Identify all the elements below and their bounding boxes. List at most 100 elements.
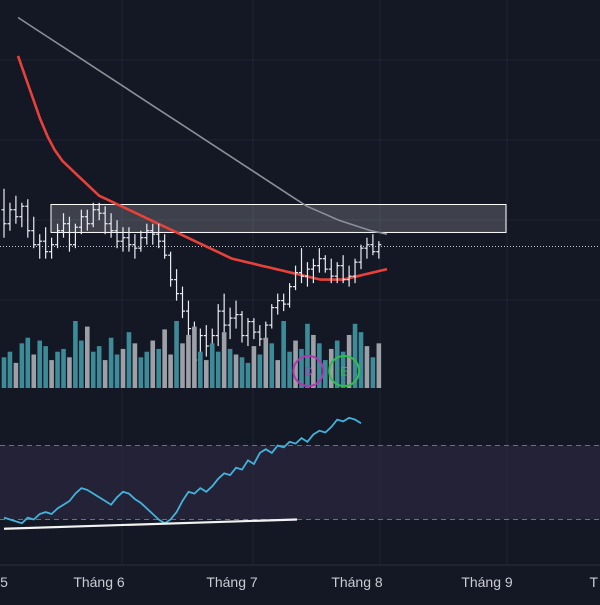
ohlc-bar-15 xyxy=(90,202,96,228)
ohlc-bar-17 xyxy=(102,206,108,235)
event-marker-circle-1 xyxy=(328,355,361,387)
volume-bar-50 xyxy=(299,348,304,388)
volume-bar-42 xyxy=(251,346,257,388)
ohlc-bar-52 xyxy=(310,258,316,284)
ohlc-bar-7 xyxy=(43,227,49,259)
event-marker-label-1: E xyxy=(340,365,348,379)
volume-bar-47 xyxy=(281,321,286,388)
ohlc-bar-50 xyxy=(299,248,304,284)
volume-bar-27 xyxy=(162,329,167,388)
volume-bar-10 xyxy=(61,348,66,388)
ohlc-bar-14 xyxy=(84,209,90,231)
volume-bar-48 xyxy=(287,351,292,388)
volume-bar-58 xyxy=(346,334,352,388)
ohlc-bar-16 xyxy=(96,202,102,221)
ohlc-bar-1 xyxy=(7,202,13,231)
volume-bar-22 xyxy=(132,343,138,388)
volume-bar-37 xyxy=(221,332,227,388)
volume-bar-45 xyxy=(269,343,275,388)
volume-bar-63 xyxy=(376,343,382,388)
volume-bar-3 xyxy=(19,343,25,388)
ohlc-bar-19 xyxy=(114,220,120,249)
volume-bar-46 xyxy=(275,360,280,388)
ohlc-bar-31 xyxy=(185,300,191,340)
volume-bar-15 xyxy=(90,351,96,388)
ohlc-bar-34 xyxy=(203,325,209,357)
volume-bar-33 xyxy=(198,351,203,388)
ohlc-bar-43 xyxy=(257,325,263,347)
ohlc-bar-23 xyxy=(138,230,144,252)
volume-bar-13 xyxy=(79,340,84,388)
ohlc-bar-9 xyxy=(55,223,61,249)
x-tick-label-0: 5 xyxy=(0,574,8,590)
event-marker-label-0: D xyxy=(304,365,313,379)
volume-bar-6 xyxy=(37,340,42,388)
event-marker-circle-0 xyxy=(292,355,325,387)
volume-bar-12 xyxy=(73,321,78,388)
volume-bar-29 xyxy=(174,321,179,388)
ohlc-bar-21 xyxy=(126,227,132,252)
ohlc-bar-54 xyxy=(322,255,328,273)
ohlc-bar-60 xyxy=(358,244,364,270)
volume-bar-30 xyxy=(180,343,185,388)
volume-bar-34 xyxy=(204,360,209,388)
volume-bar-11 xyxy=(67,357,72,388)
ohlc-bar-12 xyxy=(72,223,78,249)
volume-bar-17 xyxy=(102,360,108,388)
rsi-line xyxy=(3,416,362,525)
ohlc-bar-48 xyxy=(287,283,293,308)
volume-bar-52 xyxy=(311,334,316,388)
ohlc-bar-62 xyxy=(370,234,376,256)
ohlc-bar-4 xyxy=(25,199,31,238)
ohlc-bar-42 xyxy=(251,318,257,340)
ohlc-bar-53 xyxy=(316,248,322,273)
volume-bar-7 xyxy=(43,346,48,388)
ohlc-bar-20 xyxy=(120,227,126,252)
x-tick-label-3: Tháng 8 xyxy=(331,574,383,590)
volume-bar-26 xyxy=(156,348,161,388)
ohlc-bar-36 xyxy=(215,304,221,347)
price-panel xyxy=(0,16,600,368)
volume-bar-14 xyxy=(85,326,90,388)
volume-bar-56 xyxy=(334,340,340,388)
volume-bar-54 xyxy=(323,360,328,388)
volume-bar-62 xyxy=(370,357,376,388)
volume-bar-8 xyxy=(49,360,54,388)
volume-bar-4 xyxy=(25,337,31,388)
volume-bar-57 xyxy=(340,351,346,388)
ohlc-bar-45 xyxy=(269,304,275,329)
volume-bar-53 xyxy=(317,343,322,388)
ohlc-bar-11 xyxy=(66,216,72,252)
ohlc-bar-30 xyxy=(180,286,185,319)
volume-bar-41 xyxy=(245,362,251,388)
volume-bar-9 xyxy=(55,351,60,388)
x-tick-label-4: Tháng 9 xyxy=(461,574,513,590)
ohlc-bar-13 xyxy=(78,209,84,235)
ohlc-bar-2 xyxy=(13,195,19,224)
volume-bar-1 xyxy=(7,351,13,388)
volume-bar-16 xyxy=(96,346,102,388)
x-tick-label-1: Tháng 6 xyxy=(73,574,125,590)
x-tick-label-2: Tháng 7 xyxy=(206,574,258,590)
ohlc-bar-22 xyxy=(132,234,138,259)
volume-bar-23 xyxy=(138,357,144,388)
x-tick-label-5: T xyxy=(589,574,598,590)
volume-bar-5 xyxy=(31,354,37,388)
ohlc-bar-37 xyxy=(221,293,227,333)
volume-bar-36 xyxy=(215,351,221,388)
volume-bar-31 xyxy=(186,334,191,388)
ohlc-bar-56 xyxy=(334,262,340,284)
ma-fast-line xyxy=(16,55,388,281)
volume-bar-43 xyxy=(257,354,263,388)
volume-bar-32 xyxy=(192,326,197,388)
rsi-band xyxy=(0,445,600,520)
ohlc-bar-39 xyxy=(233,300,239,329)
volume-bar-55 xyxy=(328,348,334,388)
volume-bar-59 xyxy=(352,323,358,388)
ohlc-bar-59 xyxy=(352,258,358,284)
ohlc-bar-57 xyxy=(340,255,346,284)
ohlc-bar-58 xyxy=(346,265,352,287)
